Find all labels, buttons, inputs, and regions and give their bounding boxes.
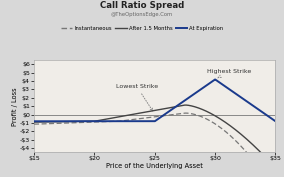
Legend: Instantaneous, After 1.5 Months, At Expiration: Instantaneous, After 1.5 Months, At Expi… [59, 24, 225, 33]
Text: Lowest Strike: Lowest Strike [116, 84, 158, 111]
Text: Highest Strike: Highest Strike [208, 69, 252, 78]
Y-axis label: Profit / Loss: Profit / Loss [12, 87, 18, 125]
Text: Call Ratio Spread: Call Ratio Spread [100, 1, 184, 10]
X-axis label: Price of the Underlying Asset: Price of the Underlying Asset [106, 163, 203, 169]
Text: @TheOptionsEdge.Com: @TheOptionsEdge.Com [111, 12, 173, 16]
